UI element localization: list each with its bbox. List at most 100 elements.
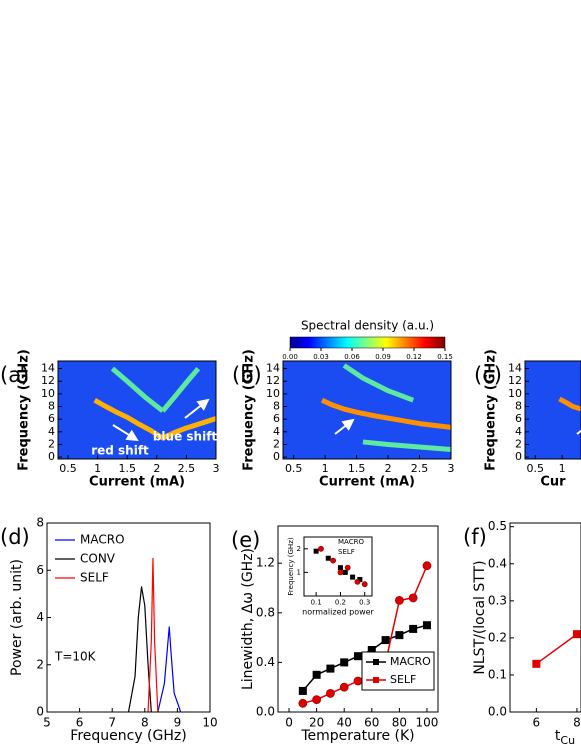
y-tick-label: 2	[515, 437, 522, 450]
y-tick-label: 0	[48, 450, 55, 463]
y-tick-label: 10	[41, 387, 55, 400]
y-tick-label: 8	[273, 400, 280, 413]
x-tick-label: 6	[533, 715, 541, 729]
panel-label: (b)	[232, 363, 262, 387]
marker	[313, 548, 319, 554]
annotation-arrow	[334, 418, 355, 435]
y-tick-label: 2	[297, 545, 301, 553]
y-tick-label: 6	[36, 563, 44, 577]
inset-x-label: normalized power	[302, 608, 374, 617]
y-tick-label: 0.4	[256, 655, 275, 669]
ridge	[320, 397, 452, 430]
marker	[340, 658, 349, 667]
x-axis-label: Frequency (GHz)	[70, 728, 186, 744]
ridge	[362, 439, 452, 453]
x-tick-label: 80	[392, 715, 407, 729]
y-tick-label: 2	[48, 437, 55, 450]
marker	[357, 576, 363, 582]
panel-label: (f)	[463, 525, 487, 549]
y-tick-label: 12	[41, 374, 55, 387]
marker	[342, 569, 348, 575]
colorbar-tick-label: 0.09	[375, 353, 391, 361]
y-tick-label: 14	[41, 362, 55, 375]
marker	[344, 564, 351, 571]
x-tick-label: 2	[385, 462, 392, 475]
y-axis-label: Frequency (GHz)	[242, 349, 257, 471]
annotation-arrow	[112, 424, 139, 442]
ridge	[110, 366, 165, 413]
y-tick-label: 12	[508, 374, 522, 387]
marker	[572, 630, 581, 639]
y-tick-label: 14	[508, 362, 522, 375]
marker	[337, 565, 343, 571]
y-tick-label: 1	[297, 568, 301, 576]
marker	[298, 698, 308, 708]
x-axis-label: Current (mA)	[319, 475, 415, 490]
plot-frame	[46, 522, 211, 713]
y-tick-label: 6	[48, 412, 55, 425]
colorbar	[289, 336, 446, 349]
y-tick-label: 0.4	[488, 556, 507, 570]
x-tick-label: 0.2	[335, 598, 346, 606]
plot-frame	[57, 360, 217, 460]
ridge	[161, 416, 217, 441]
marker	[408, 593, 418, 603]
marker	[395, 631, 404, 640]
y-tick-label: 0.8	[256, 605, 275, 619]
colorbar-tick-label: 0.06	[344, 353, 360, 361]
legend-label: SELF	[80, 571, 109, 585]
panel-label: (e)	[231, 528, 260, 552]
inset-legend-label: MACRO	[338, 538, 364, 546]
annotation: T=10K	[54, 650, 97, 664]
spectrum	[157, 626, 182, 713]
marker	[353, 676, 363, 686]
plot-area	[47, 523, 210, 712]
legend-label: SELF	[390, 673, 416, 686]
y-tick-label: 8	[515, 400, 522, 413]
marker	[330, 557, 337, 564]
x-tick-label: 1.5	[348, 462, 366, 475]
y-tick-label: 4	[36, 610, 44, 624]
y-tick-label: 4	[515, 425, 522, 438]
x-tick-label: 40	[337, 715, 352, 729]
y-tick-label: 0.0	[488, 705, 507, 719]
x-tick-label: 5	[43, 715, 51, 729]
ridge	[342, 363, 415, 403]
marker	[337, 569, 344, 576]
panel-label: (a)	[0, 363, 29, 387]
marker	[367, 646, 376, 654]
marker	[326, 664, 335, 673]
marker	[394, 596, 404, 605]
panel-label: (c)	[474, 363, 502, 387]
marker	[326, 689, 335, 698]
x-tick-label: 1	[94, 462, 101, 475]
legend-marker	[373, 659, 379, 665]
y-axis-label: Linewidth, Δω (GHz)	[240, 548, 256, 690]
legend-label: MACRO	[390, 655, 431, 668]
panel-label: (d)	[0, 525, 30, 549]
marker	[422, 561, 432, 571]
ridge	[160, 366, 201, 413]
marker	[312, 670, 321, 679]
x-tick-label: 1	[322, 462, 329, 475]
y-axis-label: Frequency (GHz)	[484, 349, 499, 471]
marker	[422, 621, 431, 630]
plot-frame	[303, 536, 373, 597]
marker	[312, 695, 322, 704]
y-tick-label: 4	[48, 425, 55, 438]
legend-label: CONV	[80, 552, 116, 566]
series-line	[535, 633, 578, 665]
y-axis-label: Power (arb. unit)	[9, 559, 25, 676]
x-tick-label: 0.3	[359, 598, 370, 606]
x-axis-label-sub: Cu	[560, 734, 575, 747]
y-tick-label: 0.0	[256, 705, 275, 719]
plot-area	[510, 523, 581, 712]
ridge	[93, 398, 165, 441]
y-axis-label: NLST/(local STT)	[472, 560, 488, 674]
colorbar-tick-label: 0.12	[406, 353, 422, 361]
x-axis-label: Temperature (K)	[300, 728, 414, 744]
colorbar-tick-label: 0.03	[313, 353, 329, 361]
marker	[298, 686, 307, 695]
y-tick-label: 1.2	[256, 556, 275, 570]
